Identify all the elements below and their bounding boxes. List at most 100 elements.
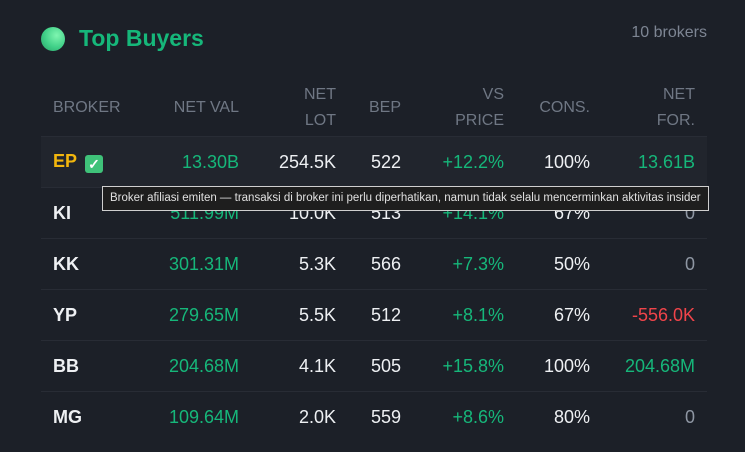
column-header-line: NET xyxy=(663,86,695,103)
net-for-value: 0 xyxy=(684,406,695,427)
bep-value: 522 xyxy=(370,151,401,172)
cons-value: 100% xyxy=(543,355,590,376)
cell-net-val: 109.64M xyxy=(147,391,251,442)
cell-vs-price: +12.2% xyxy=(413,136,516,188)
net-for-value: 204.68M xyxy=(624,355,695,376)
cell-vs-price: +8.6% xyxy=(413,391,516,442)
net-for-value: -556.0K xyxy=(631,304,695,325)
cell-bep: 566 xyxy=(348,238,413,290)
panel-header: Top Buyers 10 brokers xyxy=(41,24,707,54)
cell-broker: KK xyxy=(41,238,147,290)
broker-value: KI xyxy=(53,202,71,223)
column-header[interactable]: BEP xyxy=(348,80,413,137)
column-header-line: PRICE xyxy=(455,112,504,129)
broker-value: EP xyxy=(53,151,78,171)
bep-value: 559 xyxy=(370,406,401,427)
column-header-line: BEP xyxy=(368,99,401,116)
vs-price-value: +8.1% xyxy=(452,304,504,325)
table-row[interactable]: EP ✓ 13.30B 254.5K 522 +12.2% 100% 13.61B xyxy=(41,136,707,188)
net-lot-value: 4.1K xyxy=(298,355,336,376)
cell-net-val: 204.68M xyxy=(147,340,251,392)
cell-bep: 505 xyxy=(348,340,413,392)
column-header[interactable]: NET LOT xyxy=(251,80,348,137)
cell-vs-price: +8.1% xyxy=(413,289,516,341)
net-for-value: 0 xyxy=(684,202,695,223)
net-val-value: 301.31M xyxy=(168,253,239,274)
header-row: BROKER NET VAL NET LOT BEP VS PRICE CONS. NET FOR… xyxy=(41,80,707,137)
column-header-line: VS xyxy=(482,86,504,103)
column-header-line: CONS. xyxy=(539,99,590,116)
cell-net-for: 0 xyxy=(602,238,707,290)
column-header-line: LOT xyxy=(304,112,336,129)
table-row[interactable]: YP 279.65M 5.5K 512 +8.1% 67% -556.0K xyxy=(41,289,707,341)
cell-vs-price: +15.8% xyxy=(413,340,516,392)
cell-net-for: 0 xyxy=(602,391,707,442)
column-header[interactable]: BROKER xyxy=(41,80,147,137)
cell-net-for: 13.61B xyxy=(602,136,707,188)
cell-net-lot: 254.5K xyxy=(251,136,348,188)
cell-cons: 100% xyxy=(516,136,602,188)
cons-value: 67% xyxy=(553,304,590,325)
cell-broker: MG xyxy=(41,391,147,442)
cell-net-for: -556.0K xyxy=(602,289,707,341)
column-header[interactable]: NET FOR. xyxy=(602,80,707,137)
column-header[interactable]: CONS. xyxy=(516,80,602,137)
vs-price-value: +15.8% xyxy=(442,355,504,376)
broker-value: KK xyxy=(53,253,79,274)
top-buyers-table: BROKER NET VAL NET LOT BEP VS PRICE CONS. NET FOR… xyxy=(41,80,707,442)
column-header[interactable]: VS PRICE xyxy=(413,80,516,137)
net-val-value: 204.68M xyxy=(168,355,239,376)
net-lot-value: 2.0K xyxy=(298,406,336,427)
column-header-line: NET xyxy=(304,86,336,103)
table-row[interactable]: BB 204.68M 4.1K 505 +15.8% 100% 204.68M xyxy=(41,340,707,392)
panel-title: Top Buyers xyxy=(79,25,204,51)
broker-count: 10 brokers xyxy=(631,24,707,41)
broker-value: YP xyxy=(53,304,78,325)
net-val-value: 13.30B xyxy=(181,151,239,172)
net-for-value: 0 xyxy=(684,253,695,274)
broker-value: MG xyxy=(53,406,82,427)
cell-broker: YP xyxy=(41,289,147,341)
net-for-value: 13.61B xyxy=(637,151,695,172)
vs-price-value: +7.3% xyxy=(452,253,504,274)
cell-net-for: 204.68M xyxy=(602,340,707,392)
net-lot-value: 5.3K xyxy=(298,253,336,274)
cons-value: 50% xyxy=(553,253,590,274)
table-row[interactable]: KK 301.31M 5.3K 566 +7.3% 50% 0 xyxy=(41,238,707,290)
column-header-line: NET VAL xyxy=(173,99,239,116)
bep-value: 512 xyxy=(370,304,401,325)
cell-cons: 100% xyxy=(516,340,602,392)
cell-vs-price: +7.3% xyxy=(413,238,516,290)
vs-price-value: +12.2% xyxy=(442,151,504,172)
cell-broker: EP ✓ xyxy=(41,136,147,188)
vs-price-value: +8.6% xyxy=(452,406,504,427)
column-header[interactable]: NET VAL xyxy=(147,80,251,137)
column-header-line: FOR. xyxy=(656,112,695,129)
net-val-value: 109.64M xyxy=(168,406,239,427)
cell-bep: 512 xyxy=(348,289,413,341)
cell-broker: BB xyxy=(41,340,147,392)
net-lot-value: 254.5K xyxy=(278,151,336,172)
bep-value: 566 xyxy=(370,253,401,274)
cell-net-lot: 5.5K xyxy=(251,289,348,341)
cell-net-lot: 2.0K xyxy=(251,391,348,442)
net-lot-value: 5.5K xyxy=(298,304,336,325)
table-row[interactable]: MG 109.64M 2.0K 559 +8.6% 80% 0 xyxy=(41,391,707,442)
cell-bep: 559 xyxy=(348,391,413,442)
cell-net-val: 13.30B xyxy=(147,136,251,188)
cons-value: 80% xyxy=(553,406,590,427)
cell-net-val: 279.65M xyxy=(147,289,251,341)
cell-net-val: 301.31M xyxy=(147,238,251,290)
check-icon[interactable]: ✓ xyxy=(85,155,104,173)
cell-bep: 522 xyxy=(348,136,413,188)
broker-value: BB xyxy=(53,355,79,376)
green-orb-icon xyxy=(41,27,65,51)
cell-cons: 67% xyxy=(516,289,602,341)
cell-cons: 50% xyxy=(516,238,602,290)
cell-net-lot: 4.1K xyxy=(251,340,348,392)
net-val-value: 279.65M xyxy=(168,304,239,325)
column-header-line: BROKER xyxy=(53,99,121,116)
cell-net-lot: 5.3K xyxy=(251,238,348,290)
bep-value: 505 xyxy=(370,355,401,376)
affiliate-tooltip: Broker afiliasi emiten — transaksi di br… xyxy=(102,186,709,211)
